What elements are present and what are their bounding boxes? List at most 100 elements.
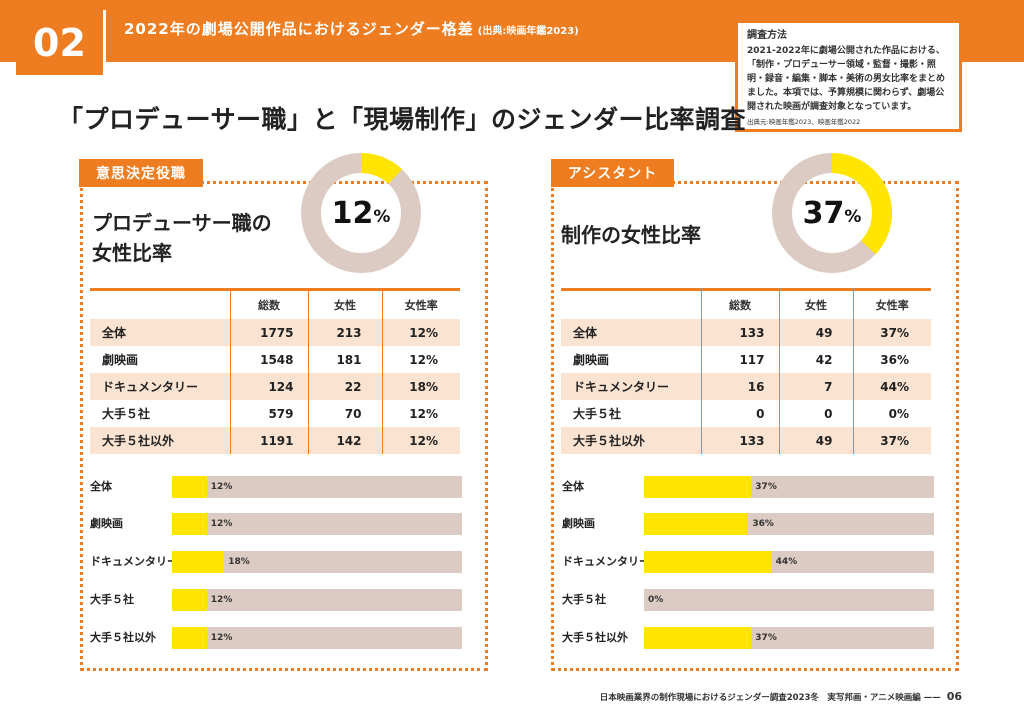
table-row: 劇映画 117 42 36%	[561, 346, 931, 373]
table-cell: 18%	[381, 373, 460, 400]
table-header-cell	[561, 291, 701, 319]
table-cell: 全体	[90, 319, 230, 346]
bar-track: 12%	[172, 476, 462, 498]
left-donut-svg	[301, 153, 421, 273]
left-donut-chart: 12%	[299, 151, 423, 275]
right-donut-label: 37%	[770, 151, 894, 275]
bar-row: 大手５社 12%	[90, 589, 462, 611]
table-header-cell: 女性率	[381, 291, 460, 319]
bar-track: 37%	[644, 476, 934, 498]
method-box: 調査方法 2021-2022年に劇場公開された作品における、「制作・プロデューサ…	[735, 20, 962, 132]
bar-row: ドキュメンタリー 18%	[90, 551, 462, 573]
table-cell: 37%	[852, 319, 931, 346]
left-donut-label: 12%	[299, 151, 423, 275]
bar-row: 全体 37%	[562, 476, 934, 498]
table-cell: 1191	[229, 427, 308, 454]
right-donut-sign: %	[844, 207, 862, 227]
bar-label: 大手５社	[562, 593, 606, 606]
page-number: 06	[946, 690, 962, 703]
bar-value-label: 36%	[752, 519, 774, 529]
table-cell: 42	[778, 346, 853, 373]
table-cell: 大手５社	[102, 407, 151, 421]
bar-row: 大手５社以外 12%	[90, 627, 462, 649]
bar-track: 36%	[644, 513, 934, 535]
table-row: 大手５社 579 70 12%	[90, 400, 460, 427]
table-cell: 133	[700, 319, 779, 346]
bar-value-label: 37%	[755, 482, 777, 492]
table-header-cell: 女性	[778, 291, 853, 319]
table-cell: 劇映画	[573, 353, 610, 367]
bar-track: 37%	[644, 627, 934, 649]
bar-fill	[172, 476, 207, 498]
table-cell: 213	[307, 319, 382, 346]
footer-text: 日本映画業界の制作現場におけるジェンダー調査2023冬 実写邦画・アニメ映画編	[599, 693, 921, 703]
bar-row: 全体 12%	[90, 476, 462, 498]
right-panel-subtitle: 制作の女性比率	[561, 220, 701, 250]
left-subtitle-line2: 女性比率	[92, 241, 172, 265]
table-row: 劇映画 1548 181 12%	[90, 346, 460, 373]
bar-label: 全体	[562, 480, 584, 493]
left-panel-tab: 意思決定役職	[79, 159, 203, 187]
table-cell: 全体	[561, 319, 701, 346]
header-source: (出典:映画年鑑2023)	[477, 26, 579, 37]
table-cell: 0	[700, 400, 779, 427]
bar-track: 12%	[172, 513, 462, 535]
bar-track: 12%	[172, 627, 462, 649]
bar-row: 大手５社以外 37%	[562, 627, 934, 649]
bar-value-label: 0%	[648, 595, 664, 605]
bar-row: 劇映画 36%	[562, 513, 934, 535]
table-cell: 117	[700, 346, 779, 373]
bar-label: 全体	[90, 480, 112, 493]
table-header-cell: 女性	[307, 291, 382, 319]
bar-track: 0%	[644, 589, 934, 611]
table-row: 大手５社 0 0 0%	[561, 400, 931, 427]
table-cell: 49	[778, 427, 853, 454]
table-cell: 579	[229, 400, 308, 427]
table-header-row: 総数 女性 女性率	[561, 291, 931, 319]
bar-value-label: 12%	[210, 519, 233, 529]
table-cell: 133	[700, 427, 779, 454]
right-donut-value: 37	[802, 195, 845, 231]
bar-value-label: 37%	[755, 633, 777, 643]
left-table: 総数 女性 女性率 全体 1775 213 12% 劇映画 1548 181 12% ドキュメンタリー…	[90, 291, 460, 454]
table-cell: ドキュメンタリー	[561, 373, 701, 400]
table-cell: 劇映画	[102, 353, 139, 367]
bar-label: 劇映画	[90, 517, 123, 530]
table-cell: 12%	[381, 346, 460, 373]
table-header-cell: 女性率	[852, 291, 931, 319]
bar-label: ドキュメンタリー	[90, 555, 178, 568]
bar-label: ドキュメンタリー	[562, 555, 650, 568]
method-title: 調査方法	[747, 30, 787, 41]
bar-value-label: 12%	[210, 482, 233, 492]
bar-label: 大手５社以外	[562, 631, 628, 644]
bar-fill	[644, 551, 772, 573]
table-cell: 36%	[852, 346, 931, 373]
bar-fill	[644, 627, 752, 649]
bar-track: 44%	[644, 551, 934, 573]
table-cell: 大手５社以外	[90, 427, 230, 454]
table-cell: 49	[778, 319, 853, 346]
bar-row: ドキュメンタリー 44%	[562, 551, 934, 573]
bar-value-label: 12%	[210, 633, 233, 643]
bar-track: 18%	[172, 551, 462, 573]
table-cell: 12%	[381, 427, 460, 454]
bar-fill	[172, 551, 225, 573]
bar-fill	[172, 627, 207, 649]
right-panel	[551, 181, 959, 671]
section-number: 02	[16, 10, 106, 78]
method-body: 2021-2022年に劇場公開された作品における、「制作・プロデューサー領域・監…	[747, 46, 946, 112]
header-title-text: 2022年の劇場公開作品におけるジェンダー格差	[124, 20, 474, 38]
table-cell: ドキュメンタリー	[90, 373, 230, 400]
table-cell: 16	[700, 373, 779, 400]
right-donut-chart: 37%	[770, 151, 894, 275]
table-cell: 142	[307, 427, 382, 454]
left-donut-value: 12	[331, 195, 374, 231]
footer: 日本映画業界の制作現場におけるジェンダー調査2023冬 実写邦画・アニメ映画編 …	[600, 690, 962, 703]
left-table-rule	[90, 288, 460, 291]
table-row: ドキュメンタリー 16 7 44%	[561, 373, 931, 400]
bar-label: 大手５社以外	[90, 631, 156, 644]
bar-value-label: 18%	[228, 557, 250, 567]
table-cell: 7	[778, 373, 853, 400]
bar-value-label: 44%	[775, 557, 798, 567]
bar-label: 大手５社	[90, 593, 134, 606]
